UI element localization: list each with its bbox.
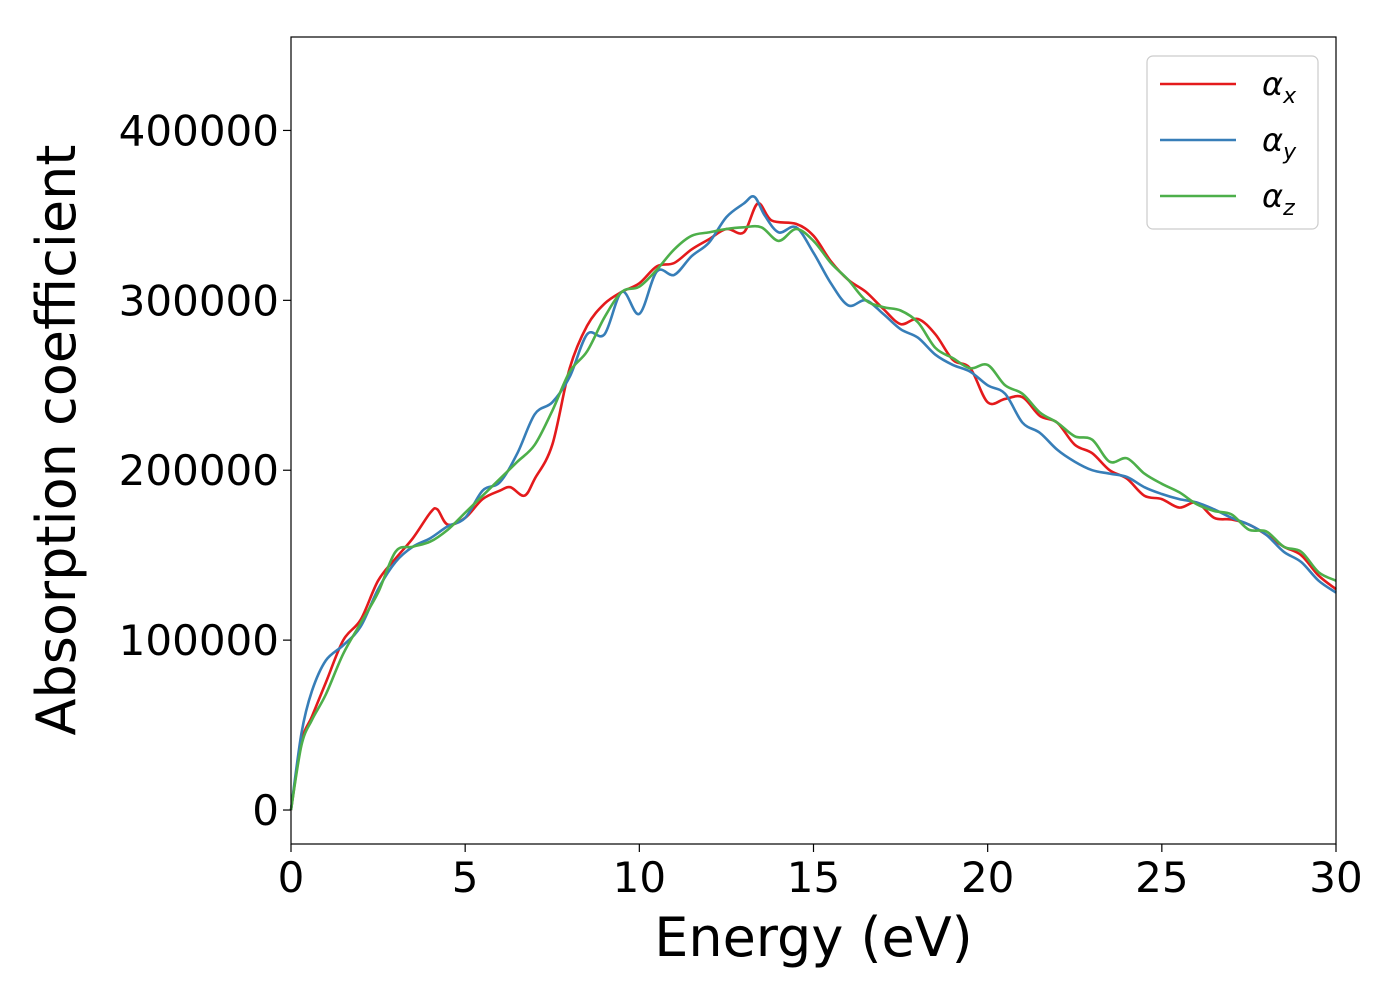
y-tick-label: 200000 [119, 446, 279, 495]
x-tick-label: 5 [452, 853, 479, 902]
y-tick-label: 0 [252, 786, 279, 835]
x-axis-ticks: 0 5 10 15 20 25 30 [278, 844, 1363, 902]
legend-label-y: αy [1262, 121, 1297, 165]
series-line-y [289, 194, 1337, 811]
y-tick-label: 300000 [119, 276, 279, 325]
y-tick-label: 100000 [119, 616, 279, 665]
legend-items: αx αy αz [1160, 65, 1297, 221]
series-line-x [289, 202, 1337, 811]
x-tick-label: 10 [613, 853, 666, 902]
legend-box [1146, 55, 1319, 230]
y-axis-ticks: 0 100000 200000 300000 400000 [119, 106, 291, 835]
y-axis-label: Absorption coefficient [25, 145, 88, 736]
legend-label-z: αz [1262, 177, 1295, 221]
x-tick-label: 0 [278, 853, 305, 902]
y-tick-label: 400000 [119, 106, 279, 155]
x-tick-label: 20 [961, 853, 1014, 902]
x-axis-label: Energy (eV) [654, 906, 973, 969]
x-tick-label: 15 [787, 853, 840, 902]
legend: αx αy αz [1146, 55, 1319, 230]
plot-lines [289, 194, 1337, 811]
x-tick-label: 30 [1309, 853, 1362, 902]
series-line-z [289, 224, 1337, 811]
x-tick-label: 25 [1135, 853, 1188, 902]
legend-label-x: αx [1262, 65, 1297, 109]
